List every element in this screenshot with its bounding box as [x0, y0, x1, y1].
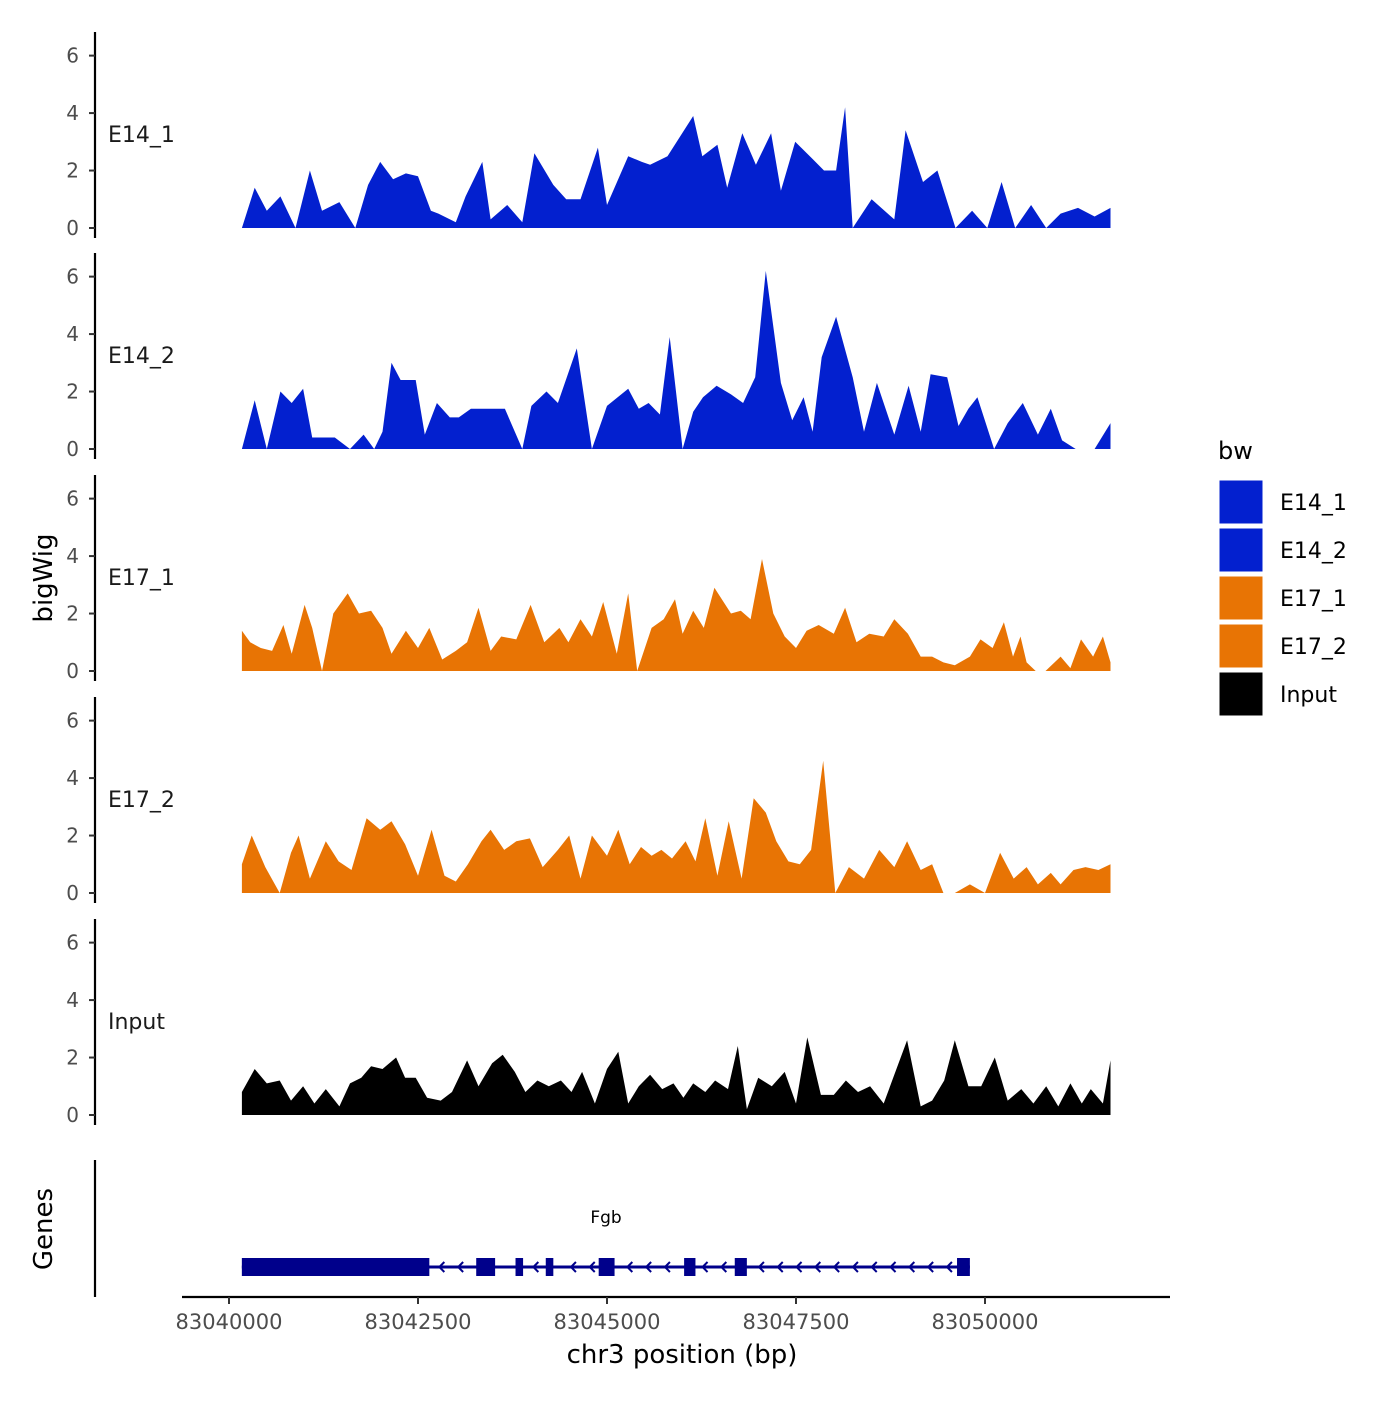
- strand-arrow: [625, 1261, 634, 1273]
- area-e14-1: [241, 107, 1111, 228]
- strand-arrow: [851, 1261, 859, 1273]
- x-tick-label: 83040000: [176, 1310, 283, 1334]
- genes-track-label: Genes: [29, 1188, 59, 1270]
- y-tick-label: 0: [66, 1103, 79, 1127]
- y-tick-label: 4: [66, 988, 79, 1012]
- y-tick-label: 4: [66, 101, 79, 125]
- legend-label: E17_1: [1280, 587, 1347, 612]
- y-tick-label: 0: [66, 216, 79, 240]
- strand-arrow: [813, 1261, 822, 1273]
- x-tick-label: 83042500: [365, 1310, 472, 1334]
- panel-label-e14-2: E14_2: [108, 344, 175, 369]
- gene-name-label: Fgb: [590, 1208, 621, 1228]
- y-tick-label: 2: [66, 602, 79, 626]
- x-axis-title: chr3 position (bp): [567, 1340, 798, 1370]
- y-tick-label: 2: [66, 824, 79, 848]
- gene-exon: [476, 1258, 496, 1276]
- legend-label: E14_2: [1280, 539, 1347, 564]
- area-e14-2: [241, 270, 1111, 449]
- y-tick-label: 6: [66, 44, 79, 68]
- strand-arrow: [531, 1261, 540, 1273]
- x-tick-label: 83045000: [554, 1310, 661, 1334]
- gene-exon: [957, 1258, 970, 1276]
- strand-arrow: [701, 1261, 709, 1273]
- strand-arrow: [907, 1261, 916, 1273]
- strand-arrow: [569, 1261, 577, 1273]
- strand-arrow: [757, 1261, 765, 1273]
- strand-arrow: [926, 1261, 934, 1273]
- panel-label-e17-1: E17_1: [108, 566, 175, 591]
- strand-arrow: [889, 1261, 897, 1273]
- y-tick-label: 0: [66, 881, 79, 905]
- y-tick-label: 6: [66, 931, 79, 955]
- area-e17-1: [241, 559, 1111, 671]
- panel-label-e17-2: E17_2: [108, 788, 175, 813]
- legend-swatch-e17-2: [1218, 623, 1264, 669]
- legend-swatch-e14-1: [1218, 479, 1264, 525]
- panel-label-e14-1: E14_1: [108, 123, 175, 148]
- area-e17-2: [241, 760, 1111, 893]
- strand-arrow: [795, 1261, 803, 1273]
- gene-exon: [598, 1258, 615, 1276]
- strand-arrow: [776, 1261, 784, 1273]
- strand-arrow: [832, 1261, 840, 1273]
- gene-exon: [515, 1258, 524, 1276]
- strand-arrow: [945, 1261, 953, 1273]
- legend-label: E14_1: [1280, 491, 1347, 516]
- gene-exon: [241, 1258, 430, 1276]
- area-input: [241, 1037, 1111, 1115]
- legend-title: bw: [1218, 437, 1253, 465]
- legend-swatch-e17-1: [1218, 575, 1264, 621]
- strand-arrow: [644, 1261, 652, 1273]
- y-tick-label: 2: [66, 159, 79, 183]
- strand-arrow: [719, 1261, 728, 1273]
- legend-swatch-e14-2: [1218, 527, 1264, 573]
- y-tick-label: 4: [66, 766, 79, 790]
- gene-exon: [684, 1258, 696, 1276]
- strand-arrow: [663, 1261, 671, 1273]
- gene-exon: [545, 1258, 554, 1276]
- x-tick-label: 83047500: [743, 1310, 850, 1334]
- y-tick-label: 6: [66, 709, 79, 733]
- y-tick-label: 4: [66, 322, 79, 346]
- y-tick-label: 6: [66, 265, 79, 289]
- y-tick-label: 2: [66, 380, 79, 404]
- strand-arrow: [870, 1261, 878, 1273]
- y-tick-label: 4: [66, 544, 79, 568]
- strand-arrow: [456, 1261, 464, 1273]
- x-tick-label: 83050000: [932, 1310, 1039, 1334]
- strand-arrow: [588, 1261, 596, 1273]
- gene-exon: [734, 1258, 747, 1276]
- y-axis-title: bigWig: [29, 533, 59, 622]
- y-tick-label: 2: [66, 1046, 79, 1070]
- strand-arrow: [437, 1261, 446, 1273]
- legend-label: E17_2: [1280, 635, 1347, 660]
- y-tick-label: 6: [66, 487, 79, 511]
- y-tick-label: 0: [66, 659, 79, 683]
- y-tick-label: 0: [66, 437, 79, 461]
- legend-swatch-input: [1218, 671, 1264, 717]
- legend-label: Input: [1280, 683, 1337, 708]
- panel-label-input: Input: [108, 1010, 165, 1035]
